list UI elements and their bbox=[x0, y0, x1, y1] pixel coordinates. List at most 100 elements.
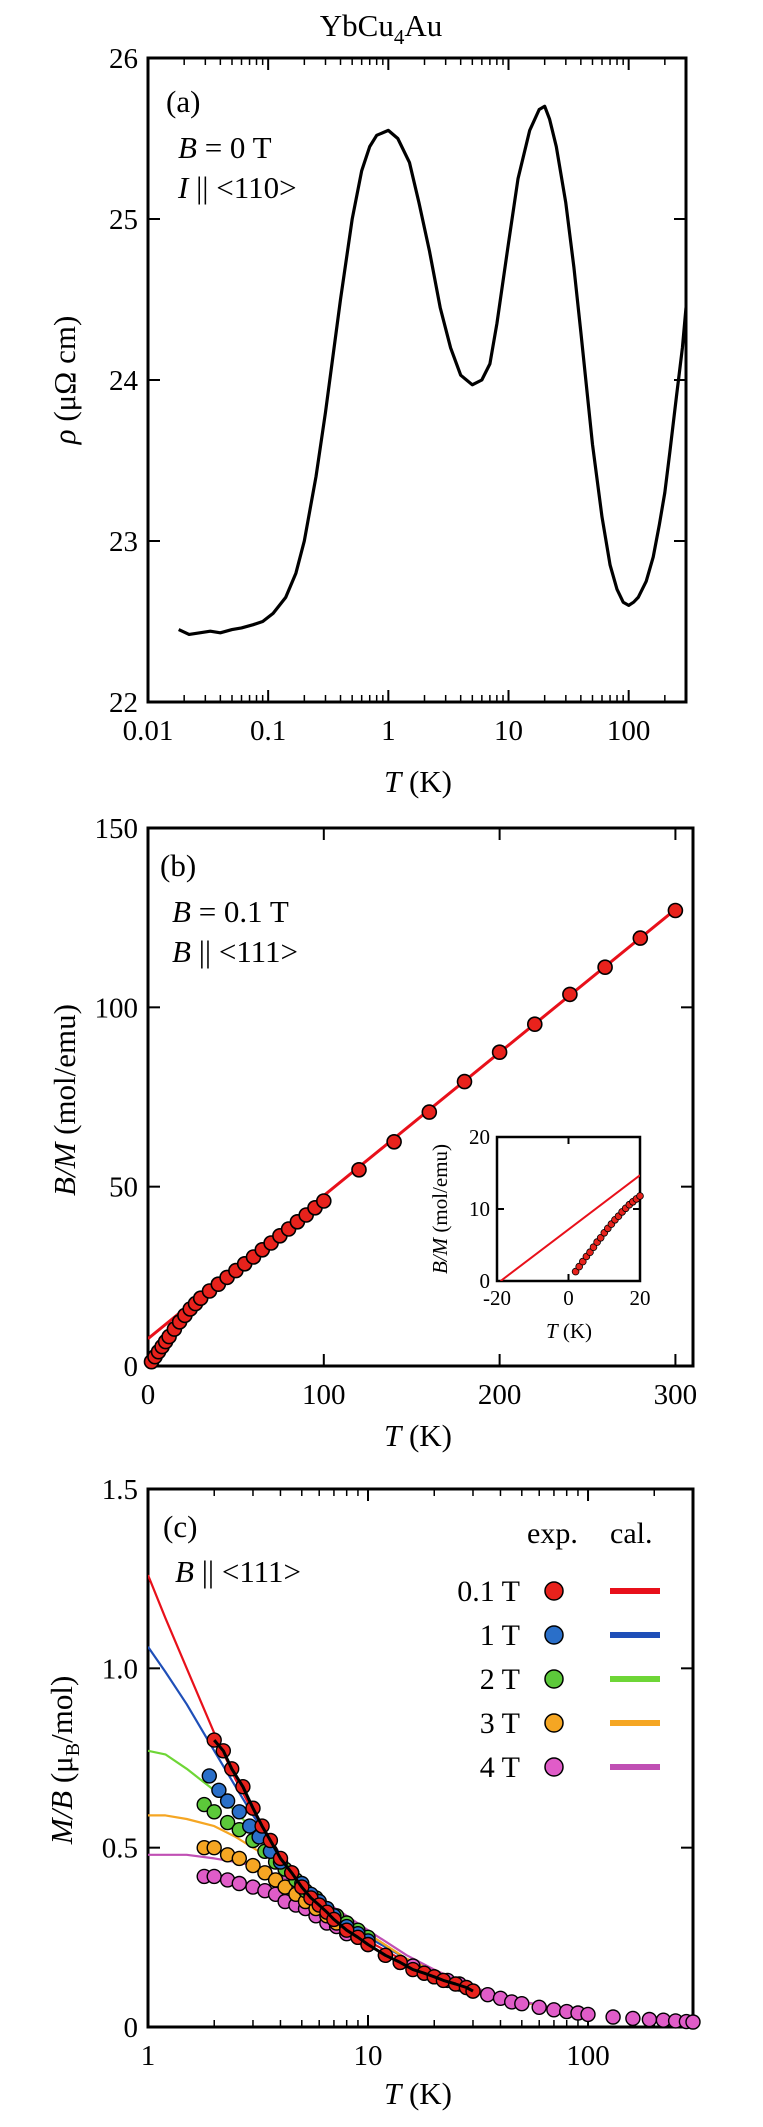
panel-c-x-tick-label: 100 bbox=[566, 2040, 610, 2072]
legend-marker bbox=[544, 1713, 564, 1733]
panel-c-data-point bbox=[231, 1875, 248, 1892]
panel-b-data-point bbox=[315, 1193, 332, 1209]
inset-data-point bbox=[578, 1257, 587, 1266]
panel-a-label: (a) bbox=[166, 84, 200, 119]
legend-header-cal: cal. bbox=[610, 1517, 652, 1550]
panel-c-data-point bbox=[231, 1850, 248, 1867]
panel-b-data-point bbox=[597, 959, 613, 976]
panel-c-y-tick-label: 0 bbox=[124, 2012, 139, 2044]
panel-a-current-annotation: I || <110> bbox=[177, 170, 297, 205]
inset-x-tick-label: 0 bbox=[563, 1286, 574, 1310]
panel-b-x-tick-label: 0 bbox=[141, 1379, 156, 1411]
inset-x-axis-label: T (K) bbox=[546, 1319, 592, 1343]
panel-b-data-point bbox=[526, 1016, 543, 1032]
panel-b-data-point bbox=[351, 1162, 367, 1178]
inset-y-axis-label: B/M (mol/emu) bbox=[428, 1144, 452, 1274]
inset-y-tick-label: 20 bbox=[469, 1125, 490, 1149]
panel-c-data-point bbox=[219, 1793, 236, 1809]
panel-c-data-point bbox=[531, 1999, 547, 2016]
inset-data-point bbox=[589, 1243, 598, 1251]
legend-marker bbox=[544, 1625, 564, 1645]
legend-marker bbox=[544, 1757, 564, 1777]
panel-c-data-point bbox=[211, 1782, 227, 1799]
panel-c-direction-annotation: B || <111> bbox=[175, 1554, 301, 1589]
panel-c-x-axis-label: T (K) bbox=[384, 2076, 452, 2111]
panel-a-x-tick-label: 0.1 bbox=[250, 715, 286, 747]
panel-c-legend: exp. cal. 0.1 T 1 T 2 T 3 T 4 T bbox=[457, 1517, 660, 1784]
panel-b-data-point bbox=[456, 1073, 473, 1090]
inset-fit-line bbox=[499, 1174, 640, 1281]
panel-c-data-point bbox=[685, 2014, 701, 2030]
panel-a-x-tick-label: 100 bbox=[607, 715, 651, 747]
panel-b-x-tick-label: 200 bbox=[478, 1379, 522, 1411]
panel-c-label: (c) bbox=[163, 1509, 197, 1544]
panel-c-data-point bbox=[257, 1865, 273, 1881]
panel-c-exp-curve-0-1t bbox=[213, 1739, 474, 1993]
panel-b-data-point bbox=[562, 986, 578, 1003]
panel-b-direction-annotation: B || <111> bbox=[172, 934, 298, 969]
inset-x-tick-label: -20 bbox=[483, 1286, 511, 1310]
legend-label: 1 T bbox=[480, 1619, 520, 1652]
inset-x-tick-label: 20 bbox=[630, 1286, 651, 1310]
panel-c-data-point bbox=[480, 1986, 496, 2003]
inset-data-point bbox=[596, 1234, 605, 1242]
inset-data-point bbox=[636, 1192, 644, 1200]
panel-a-x-tick-label: 0.01 bbox=[123, 715, 174, 747]
legend-label: 4 T bbox=[480, 1751, 520, 1784]
panel-b-data-point bbox=[386, 1134, 402, 1150]
panel-c-data-point bbox=[231, 1804, 248, 1820]
figure-title: YbCu4Au bbox=[320, 8, 442, 49]
panel-b-frame bbox=[146, 826, 695, 1368]
legend-marker bbox=[544, 1581, 564, 1601]
panel-c-data-point bbox=[641, 2011, 658, 2028]
panel-a-resistivity-chart: 0.01 0.1 1 10 100 22 23 24 25 26 (a) B = 0 T I || <1… bbox=[47, 43, 688, 799]
panel-c-x-tick-label: 1 bbox=[141, 2040, 156, 2072]
panel-a-y-tick-label: 23 bbox=[109, 526, 138, 558]
inset-y-tick-label: 0 bbox=[480, 1269, 491, 1293]
panel-b-y-tick-label: 150 bbox=[95, 813, 139, 845]
panel-c-magnetization-chart: 1 10 100 0 0.5 1.0 1.5 (c) B || <111> T (K) M/B (μ… bbox=[44, 1474, 701, 2111]
panel-a-y-tick-label: 22 bbox=[109, 687, 138, 719]
panel-c-frame bbox=[146, 1487, 695, 2029]
panel-a-resistivity-curve bbox=[178, 104, 686, 637]
panel-b-y-tick-label: 100 bbox=[95, 992, 139, 1024]
panel-c-data-point bbox=[219, 1814, 236, 1831]
panel-c-y-tick-label: 1.0 bbox=[102, 1653, 138, 1685]
panel-a-x-tick-label: 10 bbox=[494, 715, 523, 747]
legend-marker bbox=[544, 1669, 564, 1689]
panel-b-x-tick-label: 300 bbox=[654, 1379, 698, 1411]
panel-c-y-tick-label: 0.5 bbox=[102, 1833, 138, 1865]
panel-a-y-tick-label: 26 bbox=[109, 43, 138, 75]
panel-a-x-axis-label: T (K) bbox=[384, 764, 452, 799]
panel-a-y-tick-label: 24 bbox=[109, 365, 139, 397]
panel-b-x-axis-label: T (K) bbox=[384, 1418, 452, 1453]
panel-c-data-point bbox=[206, 1868, 222, 1885]
panel-c-data-point bbox=[245, 1857, 261, 1874]
legend-label: 0.1 T bbox=[457, 1575, 520, 1608]
legend-header-exp: exp. bbox=[527, 1517, 578, 1550]
panel-b-y-tick-label: 50 bbox=[109, 1172, 138, 1204]
panel-b-data-point bbox=[667, 902, 684, 919]
panel-c-data-point bbox=[206, 1839, 222, 1856]
panel-c-data-point bbox=[580, 2006, 596, 2023]
panel-c-y-axis-label: M/B (μB/mol) bbox=[44, 1676, 84, 1846]
panel-c-data-point bbox=[277, 1879, 293, 1895]
panel-b-label: (b) bbox=[160, 848, 196, 883]
panel-c-x-tick-label: 10 bbox=[354, 2040, 383, 2072]
panel-a-field-annotation: B = 0 T bbox=[178, 130, 272, 165]
panel-c-data-point bbox=[605, 2009, 621, 2025]
panel-b-field-annotation: B = 0.1 T bbox=[172, 894, 289, 929]
panel-c-data-point bbox=[546, 2002, 562, 2018]
panel-b-data-point bbox=[632, 930, 649, 946]
panel-c-calc-curve-2 bbox=[148, 1646, 589, 2015]
panel-b-data-point bbox=[421, 1104, 438, 1120]
panel-c-data-point bbox=[514, 1995, 530, 2012]
inset-y-tick-label: 10 bbox=[469, 1197, 490, 1221]
panel-c-data-point bbox=[201, 1768, 218, 1784]
panel-c-data-point bbox=[206, 1804, 222, 1820]
panel-c-data-point bbox=[625, 2010, 641, 2027]
panel-c-y-tick-label: 1.5 bbox=[102, 1474, 138, 1506]
